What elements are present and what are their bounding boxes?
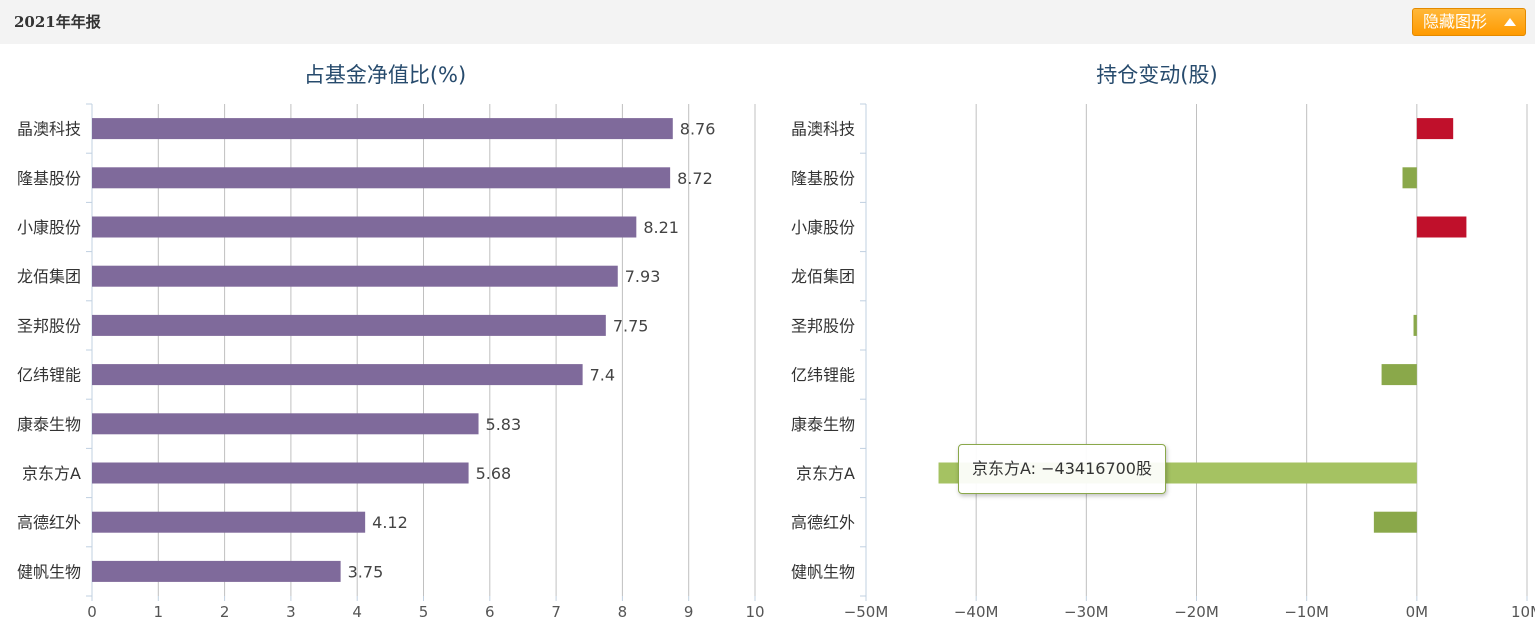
x-tick-label: −10M bbox=[1284, 603, 1329, 621]
bar bbox=[92, 413, 479, 435]
bar bbox=[92, 314, 606, 336]
category-label: 健帆生物 bbox=[17, 562, 81, 581]
category-label: 高德红外 bbox=[17, 513, 81, 532]
x-tick-label: 2 bbox=[220, 603, 230, 621]
data-label: 7.93 bbox=[625, 267, 661, 286]
x-tick-label: 5 bbox=[419, 603, 429, 621]
bar bbox=[92, 216, 637, 238]
category-label: 晶澳科技 bbox=[17, 120, 81, 139]
x-tick-label: 10 bbox=[745, 603, 764, 621]
category-label: 龙佰集团 bbox=[791, 267, 855, 286]
bar bbox=[92, 118, 673, 140]
data-label: 8.72 bbox=[677, 169, 713, 188]
category-label: 康泰生物 bbox=[791, 415, 855, 434]
hide-chart-button[interactable]: 隐藏图形 bbox=[1412, 8, 1526, 36]
bar bbox=[92, 511, 366, 533]
hide-chart-button-label: 隐藏图形 bbox=[1423, 12, 1488, 31]
category-label: 健帆生物 bbox=[791, 562, 855, 581]
category-label: 圣邦股份 bbox=[17, 316, 81, 335]
data-label: 4.12 bbox=[372, 513, 408, 532]
bar bbox=[1373, 511, 1417, 533]
x-tick-label: −20M bbox=[1174, 603, 1219, 621]
category-label: 龙佰集团 bbox=[17, 267, 81, 286]
category-label: 隆基股份 bbox=[17, 169, 81, 188]
x-tick-label: 1 bbox=[154, 603, 164, 621]
data-label: 7.4 bbox=[590, 366, 615, 385]
data-label: 8.21 bbox=[643, 218, 679, 237]
bar bbox=[1416, 216, 1467, 238]
data-label: 8.76 bbox=[680, 120, 716, 139]
x-tick-label: 0 bbox=[87, 603, 97, 621]
tooltip-text: 京东方A: −43416700股 bbox=[972, 459, 1152, 478]
ratio-chart-title: 占基金净值比(%) bbox=[304, 63, 466, 87]
category-label: 京东方A bbox=[22, 464, 81, 483]
x-tick-label: −40M bbox=[954, 603, 999, 621]
category-label: 小康股份 bbox=[17, 218, 81, 237]
bar bbox=[92, 462, 469, 484]
bar bbox=[1413, 314, 1417, 336]
category-label: 亿纬锂能 bbox=[17, 366, 81, 385]
bar bbox=[92, 265, 618, 287]
bar bbox=[1416, 118, 1454, 140]
bar bbox=[92, 167, 671, 189]
category-label: 高德红外 bbox=[791, 513, 855, 532]
x-tick-label: 9 bbox=[684, 603, 694, 621]
x-tick-label: 4 bbox=[352, 603, 362, 621]
category-label: 圣邦股份 bbox=[791, 316, 855, 335]
category-label: 亿纬锂能 bbox=[791, 366, 855, 385]
x-tick-label: −50M bbox=[844, 603, 889, 621]
data-label: 5.68 bbox=[476, 464, 512, 483]
report-header-bar: 2021年年报 隐藏图形 bbox=[0, 0, 1535, 44]
x-tick-label: 8 bbox=[618, 603, 628, 621]
change-chart: −50M −40M −30M −20M −10M 0M 10M 晶澳科技隆基股份小康股份龙佰集… bbox=[791, 103, 1535, 621]
category-label: 京东方A bbox=[796, 464, 855, 483]
category-label: 康泰生物 bbox=[17, 415, 81, 434]
bar bbox=[92, 364, 583, 386]
data-label: 3.75 bbox=[348, 562, 384, 581]
x-tick-label: 3 bbox=[286, 603, 296, 621]
category-label: 晶澳科技 bbox=[791, 120, 855, 139]
ratio-chart: 0 1 2 3 4 5 6 7 8 9 10 晶澳科技 8.76 隆基股份 8.72 小康股份 8.21 龙佰集团… bbox=[17, 103, 765, 621]
x-tick-label: 10M bbox=[1511, 603, 1535, 621]
data-label: 5.83 bbox=[486, 415, 522, 434]
data-label: 7.75 bbox=[613, 316, 649, 335]
bar bbox=[92, 560, 341, 582]
x-tick-label: 0M bbox=[1406, 603, 1429, 621]
category-label: 小康股份 bbox=[791, 218, 855, 237]
change-chart-title: 持仓变动(股) bbox=[1096, 63, 1217, 87]
x-tick-label: 7 bbox=[551, 603, 561, 621]
chevron-up-icon bbox=[1504, 18, 1516, 26]
bar-tooltip: 京东方A: −43416700股 bbox=[958, 444, 1166, 494]
category-label: 隆基股份 bbox=[791, 169, 855, 188]
x-tick-label: −30M bbox=[1064, 603, 1109, 621]
bar bbox=[1402, 167, 1417, 189]
report-period-title: 2021年年报 bbox=[14, 13, 101, 31]
x-tick-label: 6 bbox=[485, 603, 495, 621]
bar bbox=[1381, 364, 1417, 386]
